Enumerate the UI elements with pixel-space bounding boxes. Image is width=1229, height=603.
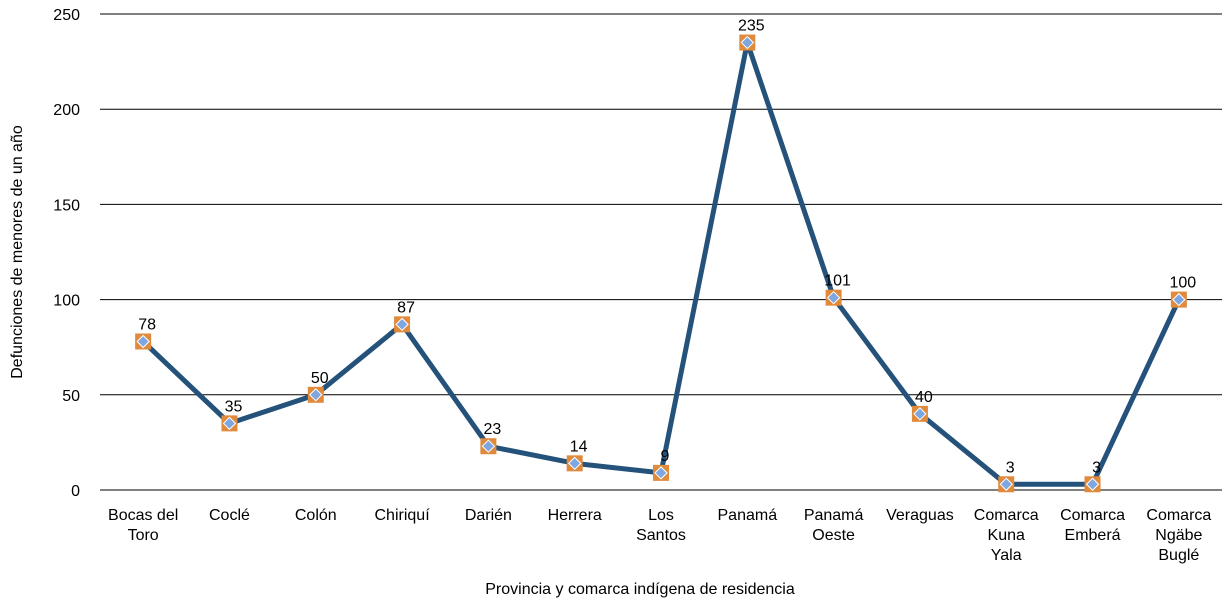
data-point bbox=[911, 405, 928, 422]
data-point-diamond bbox=[740, 35, 755, 50]
data-point-diamond bbox=[222, 416, 237, 431]
data-point-diamond bbox=[481, 439, 496, 453]
x-tick-label: Chiriquí bbox=[375, 507, 431, 524]
x-tick-label-line: Darién bbox=[465, 507, 512, 524]
data-point bbox=[825, 289, 842, 306]
data-point bbox=[394, 316, 411, 333]
data-label: 50 bbox=[311, 370, 329, 387]
data-point bbox=[566, 455, 583, 472]
data-label: 101 bbox=[824, 273, 851, 290]
x-tick-label-line: Chiriquí bbox=[375, 507, 431, 524]
x-tick-label-line: Veraguas bbox=[886, 507, 954, 524]
x-tick-label-line: Santos bbox=[636, 527, 686, 544]
x-tick-label-line: Herrera bbox=[548, 507, 602, 524]
data-point-diamond bbox=[567, 456, 582, 471]
x-tick-label-line: Ngäbe bbox=[1155, 527, 1202, 544]
data-point bbox=[1084, 476, 1101, 493]
data-label: 23 bbox=[483, 421, 501, 438]
data-label: 40 bbox=[915, 389, 933, 406]
y-tick-label: 150 bbox=[53, 197, 80, 214]
x-tick-label-line: Oeste bbox=[812, 527, 855, 544]
data-label: 9 bbox=[661, 448, 670, 465]
data-point-diamond bbox=[826, 290, 841, 305]
data-point-diamond bbox=[913, 407, 927, 421]
x-tick-label-line: Yala bbox=[991, 547, 1022, 564]
x-tick-label-line: Toro bbox=[128, 527, 159, 544]
x-tick-label: Comarca Ngäbe Buglé bbox=[1146, 507, 1211, 564]
data-point bbox=[653, 464, 669, 481]
x-tick-label: Veraguas bbox=[886, 507, 954, 524]
y-axis-ticks: 0 50 100 150 200 250 bbox=[53, 7, 80, 500]
x-axis-title: Provincia y comarca indígena de residenc… bbox=[485, 581, 795, 598]
data-point bbox=[1170, 291, 1187, 308]
data-label: 3 bbox=[1006, 459, 1015, 476]
x-tick-label: Colón bbox=[295, 507, 337, 524]
y-tick-label: 100 bbox=[53, 293, 80, 310]
data-label: 100 bbox=[1169, 275, 1196, 292]
grid-lines bbox=[100, 13, 1222, 491]
x-tick-label-line: Los bbox=[648, 507, 674, 524]
y-tick-label: 50 bbox=[62, 388, 80, 405]
data-label: 14 bbox=[570, 438, 588, 455]
data-point-diamond bbox=[1085, 477, 1100, 491]
x-tick-label-line: Comarca bbox=[974, 507, 1039, 524]
x-tick-label-line: Panamá bbox=[804, 507, 864, 524]
data-point bbox=[307, 386, 324, 403]
data-label: 78 bbox=[138, 316, 156, 333]
y-tick-label: 250 bbox=[53, 7, 80, 24]
x-axis-ticks: Bocas del Toro Coclé Colón Chiriquí Darién Her… bbox=[108, 507, 1211, 564]
data-labels-group: 78 35 50 87 23 14 9 235 101 40 3 3 100 bbox=[138, 18, 1196, 477]
x-tick-label: Bocas del Toro bbox=[108, 507, 178, 544]
y-tick-label: 0 bbox=[71, 483, 80, 500]
y-tick-label: 200 bbox=[53, 102, 80, 119]
data-point-diamond bbox=[309, 388, 323, 402]
x-tick-label: Panamá bbox=[718, 507, 778, 524]
x-tick-label: Los Santos bbox=[636, 507, 686, 544]
data-point-diamond bbox=[1172, 292, 1186, 307]
y-axis-title: Defunciones de menores de un año bbox=[9, 125, 26, 379]
data-point-diamond bbox=[999, 477, 1013, 491]
data-point bbox=[998, 476, 1015, 493]
data-point bbox=[221, 415, 238, 432]
data-label: 3 bbox=[1092, 459, 1101, 476]
x-tick-label: Darién bbox=[465, 507, 512, 524]
data-point-diamond bbox=[395, 317, 409, 332]
data-label: 87 bbox=[397, 299, 415, 316]
data-point-diamond bbox=[136, 334, 150, 349]
x-tick-label-line: Kuna bbox=[988, 527, 1025, 544]
markers-group bbox=[135, 34, 1187, 493]
data-point bbox=[480, 438, 497, 455]
x-tick-label: Comarca Emberá bbox=[1060, 507, 1125, 544]
data-point bbox=[739, 34, 756, 51]
x-tick-label-line: Comarca bbox=[1146, 507, 1211, 524]
x-tick-label-line: Emberá bbox=[1065, 527, 1121, 544]
data-label: 35 bbox=[225, 398, 243, 415]
x-tick-label-line: Coclé bbox=[209, 507, 250, 524]
x-tick-label-line: Bocas del bbox=[108, 507, 178, 524]
x-tick-label: Comarca Kuna Yala bbox=[974, 507, 1039, 564]
x-tick-label: Herrera bbox=[548, 507, 602, 524]
x-tick-label-line: Panamá bbox=[718, 507, 778, 524]
data-label: 235 bbox=[738, 18, 765, 35]
data-point bbox=[135, 333, 152, 350]
x-tick-label-line: Colón bbox=[295, 507, 337, 524]
data-point-diamond bbox=[654, 466, 668, 480]
x-tick-label-line: Comarca bbox=[1060, 507, 1125, 524]
x-tick-label: Coclé bbox=[209, 507, 250, 524]
x-tick-label-line: Buglé bbox=[1158, 547, 1199, 564]
x-tick-label: Panamá Oeste bbox=[804, 507, 864, 544]
